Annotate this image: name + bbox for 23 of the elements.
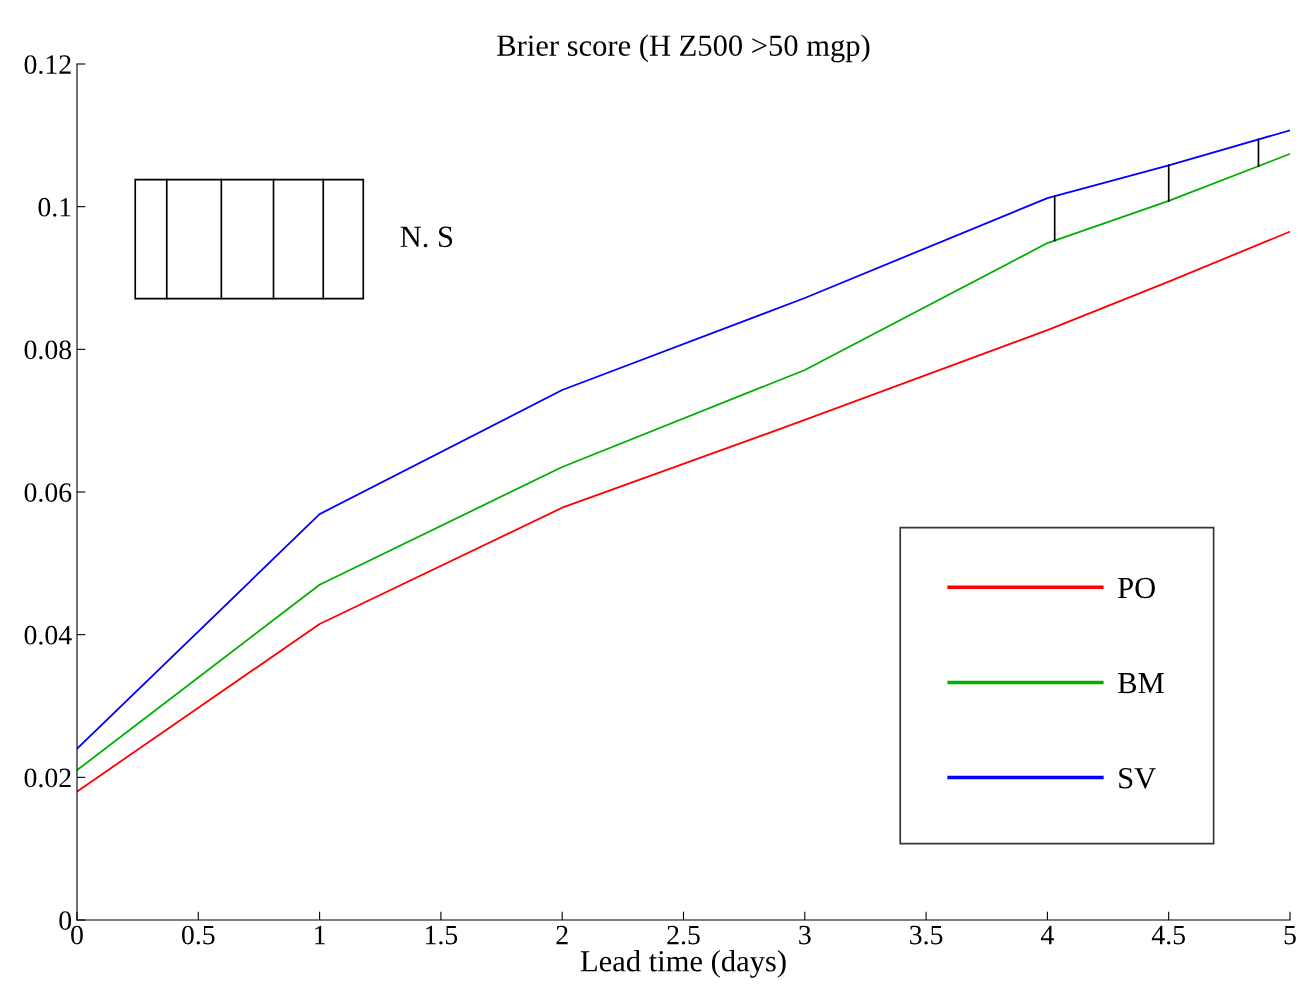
y-tick-label: 0.04 — [24, 625, 72, 645]
y-tick-label: 0.1 — [38, 197, 71, 217]
x-tick-label: 2 — [556, 925, 568, 945]
x-tick-label: 3 — [799, 925, 811, 945]
y-tick-label: 0 — [59, 911, 72, 930]
x-tick-label: 1.5 — [425, 925, 458, 945]
x-tick-label: 4.5 — [1151, 925, 1185, 945]
y-tick-label: 0.12 — [24, 55, 71, 75]
legend-label: PO — [1118, 577, 1155, 599]
x-tick-label: 3.5 — [910, 925, 943, 945]
y-tick-label: 0.06 — [24, 483, 72, 503]
x-tick-label: 2.5 — [667, 925, 700, 945]
x-tick-label: 4 — [1041, 925, 1054, 945]
x-tick-label: 5 — [1284, 925, 1296, 945]
y-tick-label: 0.08 — [24, 340, 72, 360]
x-tick-label: 1 — [315, 925, 325, 945]
x-tick-label: 0.5 — [182, 925, 215, 945]
annotation: N. S — [400, 226, 453, 248]
chart-title: Brier score (H Z500 >50 mgp) — [497, 34, 870, 63]
legend-label: SV — [1119, 767, 1156, 789]
x-axis-title: Lead time (days) — [580, 950, 786, 978]
legend-label: BM — [1118, 673, 1164, 694]
y-tick-label: 0.02 — [24, 768, 71, 788]
